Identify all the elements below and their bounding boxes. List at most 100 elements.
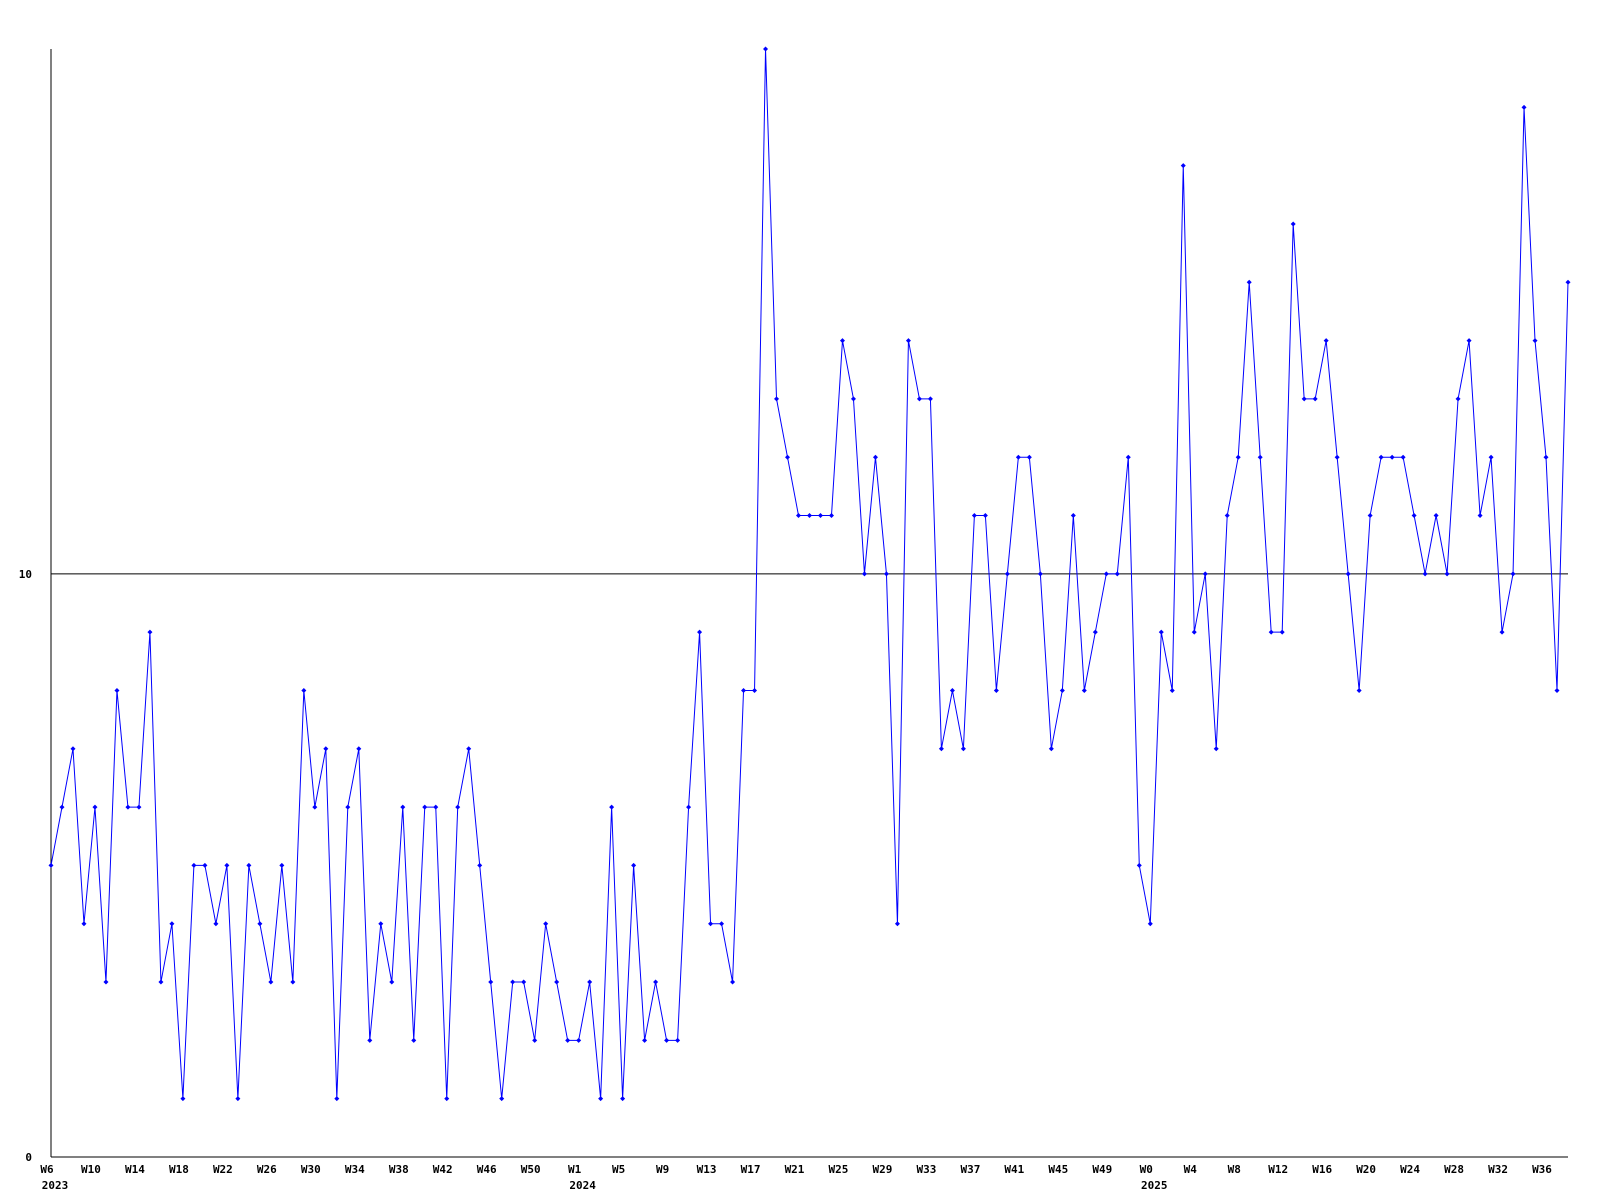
data-point	[125, 804, 131, 810]
data-point	[257, 921, 263, 927]
data-point	[872, 454, 878, 460]
data-point	[719, 921, 725, 927]
data-point	[323, 746, 329, 752]
data-point	[1147, 921, 1153, 927]
data-point	[642, 1037, 648, 1043]
data-point	[1235, 454, 1241, 460]
data-point	[653, 979, 659, 985]
data-point	[202, 862, 208, 868]
data-point	[477, 862, 483, 868]
data-point	[213, 921, 219, 927]
data-point	[960, 746, 966, 752]
data-point	[48, 862, 54, 868]
data-point	[1301, 396, 1307, 402]
data-point	[345, 804, 351, 810]
data-point	[675, 1037, 681, 1043]
data-point	[598, 1096, 604, 1102]
x-tick-label: W42	[433, 1163, 453, 1176]
data-point	[1378, 454, 1384, 460]
data-point	[532, 1037, 538, 1043]
data-point	[938, 746, 944, 752]
data-point	[191, 862, 197, 868]
data-point	[1477, 513, 1483, 519]
data-point	[817, 513, 823, 519]
data-point	[587, 979, 593, 985]
data-point	[905, 338, 911, 344]
x-tick-label: W33	[916, 1163, 936, 1176]
data-point	[1246, 279, 1252, 285]
data-point	[1444, 571, 1450, 577]
data-point	[411, 1037, 417, 1043]
data-point	[1367, 513, 1373, 519]
data-point	[763, 46, 769, 52]
data-point	[1015, 454, 1021, 460]
x-tick-label: W12	[1268, 1163, 1288, 1176]
data-point	[1268, 629, 1274, 635]
data-point	[839, 338, 845, 344]
x-tick-label: W1	[568, 1163, 582, 1176]
data-point	[1543, 454, 1549, 460]
data-point	[1125, 454, 1131, 460]
data-point	[1026, 454, 1032, 460]
data-point	[389, 979, 395, 985]
data-point	[1323, 338, 1329, 344]
data-point	[1565, 279, 1571, 285]
x-tick-label: W17	[741, 1163, 761, 1176]
data-point	[59, 804, 65, 810]
data-point	[422, 804, 428, 810]
data-point	[927, 396, 933, 402]
data-point	[1400, 454, 1406, 460]
data-point	[686, 804, 692, 810]
x-tick-label: W46	[477, 1163, 497, 1176]
data-point	[1092, 629, 1098, 635]
data-point	[488, 979, 494, 985]
data-point	[565, 1037, 571, 1043]
x-tick-label: W6	[40, 1163, 54, 1176]
data-point	[235, 1096, 241, 1102]
data-point	[356, 746, 362, 752]
data-point	[631, 862, 637, 868]
data-point	[1554, 687, 1560, 693]
x-tick-label: W22	[213, 1163, 233, 1176]
data-point	[697, 629, 703, 635]
data-point	[850, 396, 856, 402]
data-point	[158, 979, 164, 985]
data-point	[279, 862, 285, 868]
data-point	[1312, 396, 1318, 402]
data-point	[1048, 746, 1054, 752]
data-point	[1279, 629, 1285, 635]
data-point	[378, 921, 384, 927]
data-point	[785, 454, 791, 460]
data-point	[81, 921, 87, 927]
data-point	[1169, 687, 1175, 693]
data-point	[301, 687, 307, 693]
data-point	[609, 804, 615, 810]
x-tick-label: W0	[1140, 1163, 1153, 1176]
data-point	[1389, 454, 1395, 460]
data-point	[224, 862, 230, 868]
data-point	[1257, 454, 1263, 460]
data-point	[1213, 746, 1219, 752]
x-tick-label: W26	[257, 1163, 277, 1176]
x-tick-label: W13	[697, 1163, 717, 1176]
data-point	[1499, 629, 1505, 635]
data-point	[1191, 629, 1197, 635]
data-point	[1422, 571, 1428, 577]
data-point	[741, 687, 747, 693]
data-point	[1224, 513, 1230, 519]
x-tick-label: W38	[389, 1163, 409, 1176]
x-tick-label: W32	[1488, 1163, 1508, 1176]
data-point	[1455, 396, 1461, 402]
data-point	[444, 1096, 450, 1102]
x-tick-label: W45	[1048, 1163, 1068, 1176]
data-point	[180, 1096, 186, 1102]
data-point	[1004, 571, 1010, 577]
data-point	[828, 513, 834, 519]
data-point	[334, 1096, 340, 1102]
x-tick-label: W14	[125, 1163, 145, 1176]
data-point	[92, 804, 98, 810]
x-tick-label: W49	[1092, 1163, 1112, 1176]
x-tick-label: W50	[521, 1163, 541, 1176]
data-point	[1103, 571, 1109, 577]
